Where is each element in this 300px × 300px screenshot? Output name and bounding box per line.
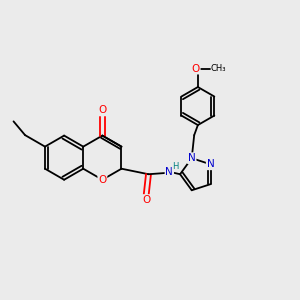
Text: N: N [166,167,173,177]
Text: O: O [142,195,150,205]
Text: CH₃: CH₃ [210,64,226,73]
Text: H: H [172,162,179,171]
Text: O: O [98,175,106,185]
Text: N: N [188,153,196,163]
Text: O: O [98,105,106,116]
Text: N: N [207,159,214,169]
Text: O: O [191,64,200,74]
